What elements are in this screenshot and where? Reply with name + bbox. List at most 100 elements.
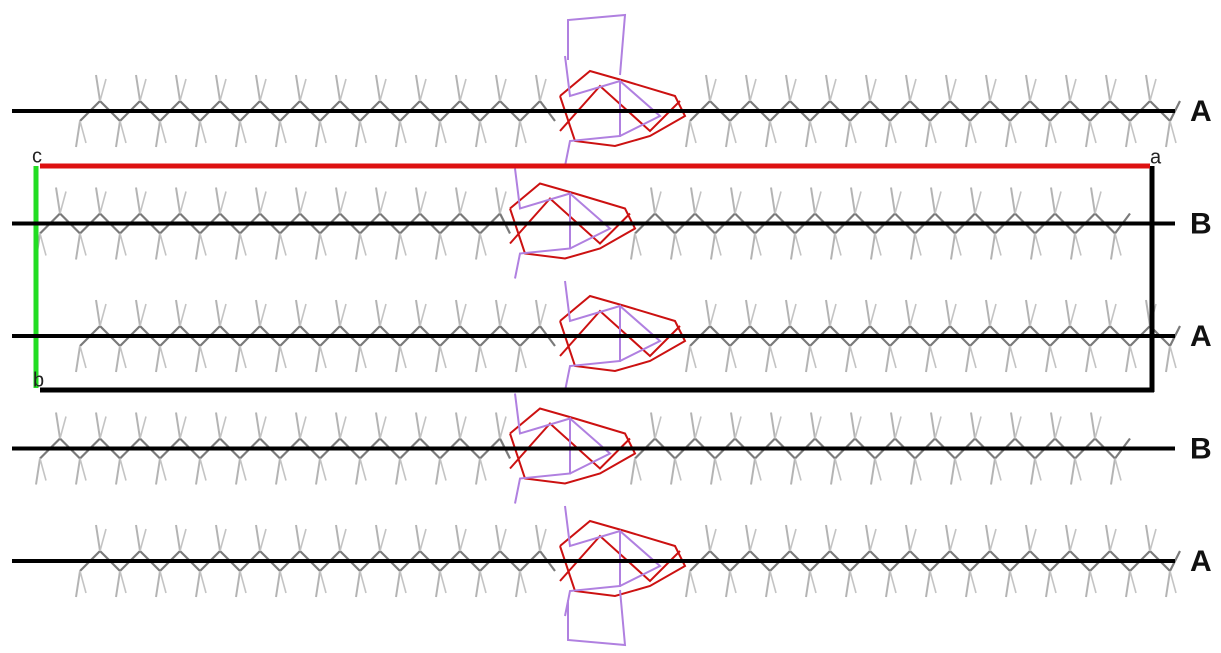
hydrogen-bond	[375, 524, 381, 552]
hydrogen-bond	[654, 416, 662, 439]
hydrogen-bond	[55, 412, 61, 439]
hydrogen-bond	[905, 299, 911, 327]
hydrogen-bond	[275, 345, 281, 373]
oxygen-bonds	[509, 407, 637, 485]
hydrogen-bond	[139, 528, 147, 552]
hydrogen-bond	[199, 233, 207, 256]
hydrogen-bond	[415, 412, 421, 439]
hydrogen-bond	[1029, 303, 1037, 327]
hydrogen-bond	[889, 120, 897, 144]
hydrogen-bond	[515, 570, 521, 598]
hydrogen-bond	[954, 233, 962, 256]
hydrogen-bond	[770, 412, 776, 439]
hydrogen-bond	[949, 78, 957, 102]
hydrogen-bond	[79, 570, 87, 594]
hydrogen-bond	[785, 524, 791, 552]
hydrogen-bond	[179, 303, 187, 327]
hydrogen-bond	[989, 78, 997, 102]
hydrogen-bond	[1070, 458, 1076, 485]
hydrogen-bond	[1074, 458, 1082, 481]
hydrogen-bond	[849, 345, 857, 369]
hydrogen-bond	[809, 570, 817, 594]
hydrogen-bond	[515, 345, 521, 373]
hydrogen-bond	[275, 233, 281, 260]
hydrogen-bond	[379, 303, 387, 327]
hydrogen-bond	[670, 458, 676, 485]
hydrogen-bond	[790, 458, 796, 485]
hydrogen-bond	[845, 120, 851, 148]
hydrogen-bond	[455, 299, 461, 327]
layer-label: B	[1190, 432, 1212, 465]
hydrogen-bond	[95, 299, 101, 327]
hydrogen-bond	[650, 412, 656, 439]
unit-cell: c a b	[32, 145, 1162, 393]
hydrogen-bond	[765, 345, 771, 373]
hydrogen-bond	[359, 233, 367, 256]
hydrogen-bond	[299, 416, 307, 439]
hydrogen-bond	[885, 570, 891, 598]
hydrogen-bond	[805, 120, 811, 148]
hydrogen-bond	[685, 345, 691, 373]
hydrogen-bond	[319, 458, 327, 481]
hydrogen-bond	[455, 187, 461, 214]
hydrogen-bond	[745, 299, 751, 327]
hydrogen-bond	[255, 524, 261, 552]
hydrogen-bond	[75, 570, 81, 598]
hydrogen-bond	[99, 416, 107, 439]
hydrogen-bond	[179, 191, 187, 214]
hydrogen-bond	[495, 524, 501, 552]
hydrogen-bond	[1045, 345, 1051, 373]
hydrogen-bond	[95, 412, 101, 439]
hydrogen-bond	[439, 345, 447, 369]
hydrogen-bond	[830, 233, 836, 260]
hydrogen-bond	[1074, 233, 1082, 256]
hydrogen-bond	[539, 528, 547, 552]
hydrogen-bond	[814, 416, 822, 439]
hydrogen-bond	[419, 191, 427, 214]
hydrogen-bond	[985, 524, 991, 552]
hydrogen-bond	[239, 233, 247, 256]
hydrogen-bond	[829, 528, 837, 552]
hydrogen-bond	[1069, 528, 1077, 552]
hydrogen-bond	[215, 524, 221, 552]
hydrogen-bond	[634, 233, 642, 256]
hydrogen-bond	[255, 299, 261, 327]
hydrogen-bond	[674, 458, 682, 481]
hydrogen-bond	[295, 187, 301, 214]
hydrogen-bond	[239, 570, 247, 594]
hydrogen-bond	[1165, 570, 1171, 598]
hydrogen-bond	[99, 191, 107, 214]
hydrogen-bond	[1169, 570, 1177, 594]
hydrogen-bond	[315, 233, 321, 260]
hydrogen-bond	[215, 187, 221, 214]
hydrogen-bond	[914, 458, 922, 481]
hydrogen-bond	[1125, 120, 1131, 148]
origin-label: c	[32, 145, 42, 167]
hydrogen-bond	[865, 74, 871, 102]
hydrogen-bond	[834, 233, 842, 256]
hydrogen-bond	[630, 233, 636, 260]
hydrogen-bond	[435, 458, 441, 485]
hydrogen-bond	[135, 524, 141, 552]
hydrogen-bond	[1165, 120, 1171, 148]
hydrogen-bond	[705, 299, 711, 327]
hydrogen-bond	[769, 120, 777, 144]
hydrogen-bond	[1050, 412, 1056, 439]
hydrogen-bond	[670, 233, 676, 260]
hydrogen-bond	[419, 528, 427, 552]
hydrogen-bond	[965, 345, 971, 373]
hydrogen-bond	[990, 233, 996, 260]
hydrogen-bond	[175, 187, 181, 214]
hydrogen-bond	[1105, 299, 1111, 327]
hydrogen-bond	[359, 458, 367, 481]
hydrogen-bond	[175, 299, 181, 327]
hydrogen-bond	[710, 458, 716, 485]
hydrogen-bond	[949, 528, 957, 552]
hydrogen-bond	[1169, 345, 1177, 369]
hydrogen-bond	[1034, 458, 1042, 481]
hydrogen-bond	[825, 524, 831, 552]
hydrogen-bond	[355, 458, 361, 485]
hydrogen-bond	[630, 458, 636, 485]
hydrogen-bond	[475, 233, 481, 260]
hydrogen-bond	[869, 78, 877, 102]
